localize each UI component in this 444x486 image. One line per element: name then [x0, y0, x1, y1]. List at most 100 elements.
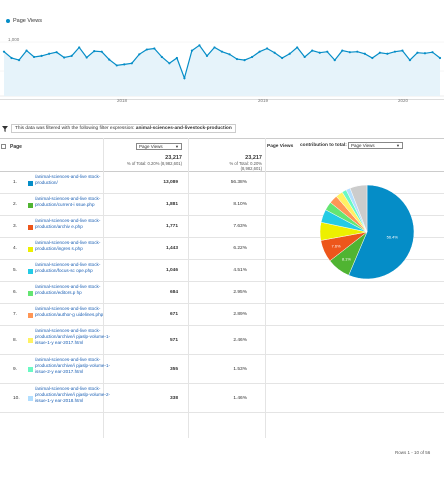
line-point[interactable]: [393, 50, 396, 53]
row-page-link[interactable]: /animal-sciences-and-live stock-producti…: [35, 284, 101, 295]
line-point[interactable]: [85, 56, 88, 59]
line-point[interactable]: [401, 49, 404, 52]
table-row[interactable]: 4. /animal-sciences-and-live stock-produc…: [0, 238, 444, 260]
y-tick-1000: 1,000: [8, 37, 20, 42]
line-point[interactable]: [318, 51, 321, 54]
line-point[interactable]: [281, 56, 284, 60]
row-page-link[interactable]: /animal-sciences-and-live stock-producti…: [35, 174, 101, 185]
row-pageviews: 671: [169, 312, 178, 317]
line-point[interactable]: [386, 52, 389, 55]
series-color-swatch: [28, 312, 33, 318]
pie-slice[interactable]: [349, 184, 368, 233]
row-page-link[interactable]: /animal-sciences-and-live stock-producti…: [35, 386, 111, 403]
line-point[interactable]: [48, 52, 51, 55]
contribution-select[interactable]: Page Views ▼: [348, 142, 403, 149]
line-point[interactable]: [416, 51, 419, 54]
line-point[interactable]: [363, 52, 366, 55]
line-point[interactable]: [423, 52, 427, 55]
row-percent: 4.51%: [233, 268, 247, 273]
line-point[interactable]: [341, 49, 344, 52]
line-point[interactable]: [258, 50, 261, 53]
line-point[interactable]: [100, 50, 103, 53]
line-point[interactable]: [63, 56, 66, 59]
line-point[interactable]: [326, 50, 329, 53]
line-point[interactable]: [40, 54, 43, 57]
line-point[interactable]: [78, 46, 81, 49]
line-point[interactable]: [235, 57, 239, 61]
line-point[interactable]: [266, 47, 269, 50]
line-point[interactable]: [70, 54, 73, 57]
line-point[interactable]: [190, 49, 194, 52]
line-point[interactable]: [93, 50, 96, 53]
line-point[interactable]: [198, 44, 201, 47]
row-page-link[interactable]: /animal-sciences-and-live stock-producti…: [35, 240, 101, 251]
line-point[interactable]: [205, 54, 209, 57]
row-page-link[interactable]: /animal-sciences-and-live stock-producti…: [35, 328, 111, 345]
row-percent: 56.38%: [230, 180, 247, 185]
series-color-swatch: [28, 290, 33, 296]
line-point[interactable]: [10, 56, 13, 60]
table-row[interactable]: 2. /animal-sciences-and-live stock-produc…: [0, 194, 444, 216]
line-point[interactable]: [55, 51, 58, 54]
line-point[interactable]: [348, 51, 351, 54]
line-point[interactable]: [25, 49, 28, 52]
table-row[interactable]: 7. /animal-sciences-and-live stock-produc…: [0, 304, 444, 326]
primary-metric-select[interactable]: Page Views ▼: [136, 143, 182, 150]
table-row[interactable]: 8. /animal-sciences-and-live stock-produc…: [0, 326, 444, 355]
line-point[interactable]: [250, 55, 254, 59]
table-row[interactable]: 9. /animal-sciences-and-live stock-produc…: [0, 355, 444, 384]
x-tick-2018: 2018: [117, 98, 128, 103]
line-point[interactable]: [32, 55, 36, 59]
line-point[interactable]: [378, 51, 381, 54]
line-point[interactable]: [175, 56, 178, 60]
line-point[interactable]: [371, 56, 374, 60]
line-point[interactable]: [138, 53, 141, 56]
pie-slice-label: 8.1%: [342, 256, 352, 261]
line-point[interactable]: [108, 58, 111, 61]
line-point[interactable]: [168, 62, 171, 65]
chart-legend[interactable]: Page Views: [6, 18, 42, 24]
pie-slice[interactable]: [348, 184, 415, 280]
row-page-link[interactable]: /animal-sciences-and-live stock-producti…: [35, 262, 101, 273]
table-row[interactable]: 3. /animal-sciences-and-live stock-produc…: [0, 216, 444, 238]
table-row[interactable]: 1. /animal-sciences-and-live stock-produc…: [0, 172, 444, 194]
row-percent: 7.63%: [233, 224, 247, 229]
row-pageviews: 1,881: [165, 202, 178, 207]
line-point[interactable]: [288, 52, 291, 55]
line-point[interactable]: [273, 51, 276, 54]
row-page-link[interactable]: /animal-sciences-and-live stock-producti…: [35, 357, 111, 374]
line-point[interactable]: [2, 50, 6, 53]
row-page-link[interactable]: /animal-sciences-and-live stock-producti…: [35, 218, 101, 229]
line-point[interactable]: [160, 55, 163, 59]
table-row[interactable]: 6. /animal-sciences-and-live stock-produc…: [0, 282, 444, 304]
line-point[interactable]: [123, 63, 126, 66]
line-point[interactable]: [243, 59, 246, 62]
column-header-pageviews[interactable]: Page Views: [267, 144, 294, 149]
row-page-link[interactable]: /animal-sciences-and-live stock-producti…: [35, 196, 101, 207]
line-point[interactable]: [153, 47, 156, 50]
line-point[interactable]: [220, 50, 224, 53]
row-page-link[interactable]: /animal-sciences-and-live stock-producti…: [35, 306, 104, 317]
line-point[interactable]: [17, 59, 21, 62]
line-point[interactable]: [115, 64, 118, 67]
line-point[interactable]: [333, 59, 336, 62]
line-point[interactable]: [356, 50, 359, 53]
line-point[interactable]: [228, 53, 231, 56]
pie-slice-label: 56.4%: [387, 235, 399, 240]
table-row[interactable]: 10. /animal-sciences-and-live stock-produ…: [0, 384, 444, 413]
line-point[interactable]: [311, 49, 314, 52]
line-point[interactable]: [296, 46, 299, 49]
table-row[interactable]: 5. /animal-sciences-and-live stock-produc…: [0, 260, 444, 282]
line-point[interactable]: [431, 51, 434, 54]
line-point[interactable]: [183, 77, 186, 80]
select-all-checkbox[interactable]: [1, 144, 6, 149]
row-number: 2.: [13, 202, 18, 207]
line-point[interactable]: [213, 46, 216, 49]
line-point[interactable]: [145, 48, 148, 51]
line-point[interactable]: [438, 56, 442, 60]
total-pageviews-2-sub-1: % of Total: 0.20%: [229, 161, 262, 166]
line-point[interactable]: [130, 62, 133, 65]
line-point[interactable]: [303, 55, 306, 59]
line-point[interactable]: [408, 59, 412, 62]
column-header-page[interactable]: Page: [10, 144, 22, 150]
